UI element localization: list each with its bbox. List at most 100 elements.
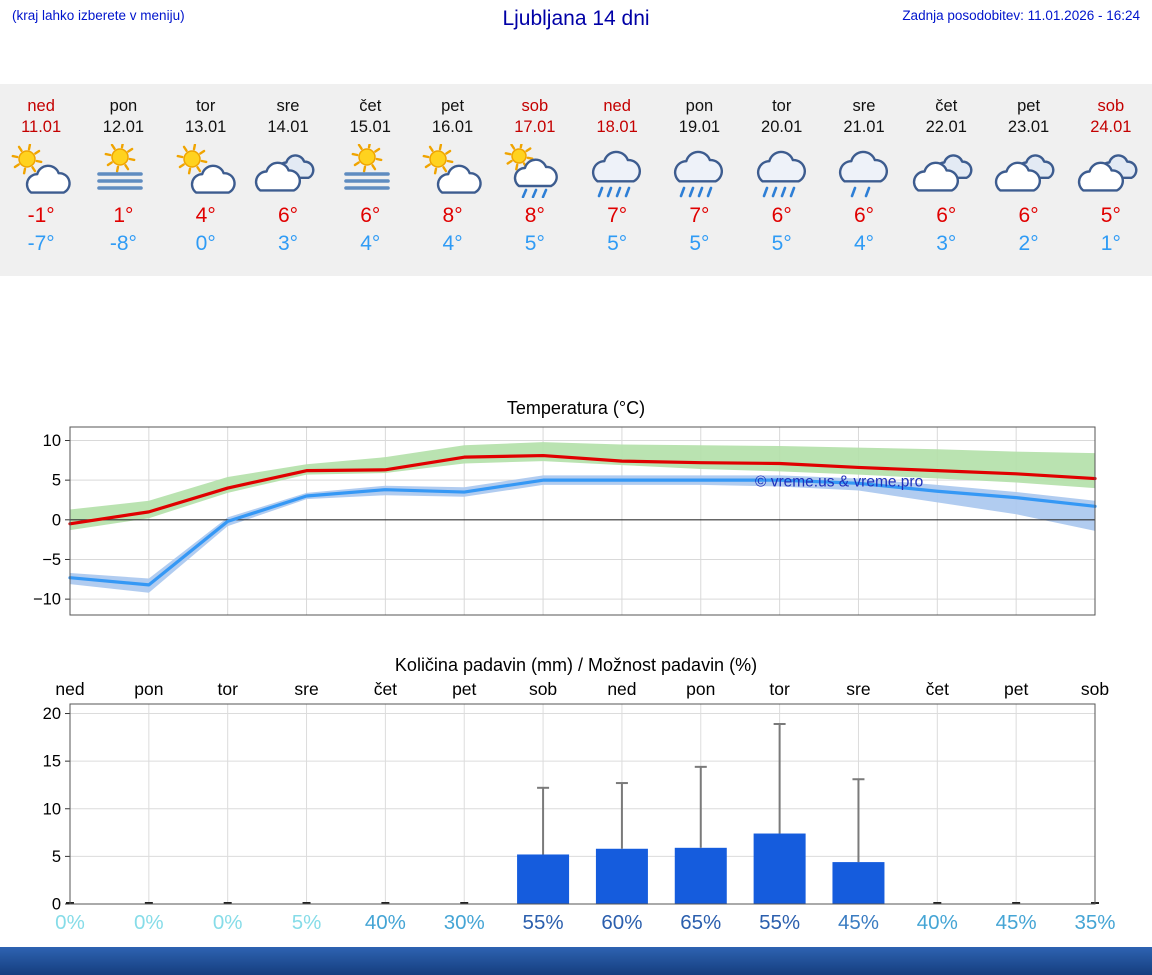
temp-max: 1°	[113, 204, 134, 227]
day-name: ned	[27, 97, 55, 115]
forecast-day-12.01[interactable]: pon 12.01 1° -8°	[82, 96, 164, 258]
precip-day-label: sob	[529, 679, 557, 699]
svg-text:15: 15	[43, 753, 61, 771]
svg-text:0: 0	[52, 511, 61, 529]
day-name: čet	[359, 97, 382, 115]
precip-probability: 45%	[996, 911, 1037, 934]
day-date: 18.01	[596, 118, 638, 136]
forecast-day-22.01[interactable]: čet 22.01 6° 3°	[905, 96, 987, 258]
menu-hint: (kraj lahko izberete v meniju)	[12, 8, 185, 23]
precip-bar	[595, 848, 648, 904]
temp-min: 3°	[277, 232, 299, 255]
precip-bar	[832, 862, 885, 904]
forecast-day-17.01[interactable]: sob 17.01 8° 5°	[494, 96, 576, 258]
footer-bar	[0, 947, 1152, 975]
precip-probability: 40%	[365, 911, 406, 934]
precip-probability: 40%	[917, 911, 958, 934]
day-name: sob	[1097, 97, 1125, 115]
precip-day-label: sob	[1081, 679, 1109, 699]
temp-max: 4°	[195, 204, 216, 227]
day-name: sre	[852, 97, 876, 115]
forecast-day-19.01[interactable]: pon 19.01 7° 5°	[658, 96, 740, 258]
light-rain-icon	[823, 144, 905, 198]
temp-min: 4°	[442, 232, 463, 255]
precip-day-label: pon	[134, 679, 163, 699]
precip-day-label: pon	[686, 679, 715, 699]
precip-probability: 60%	[601, 911, 642, 934]
last-update: Zadnja posodobitev: 11.01.2026 - 16:24	[902, 8, 1140, 23]
forecast-day-18.01[interactable]: ned 18.01 7° 5°	[576, 96, 658, 258]
temperature-chart-section: Temperatura (°C) −10 −5 0 5 10 © vreme.us & v…	[0, 398, 1152, 621]
svg-text:−10: −10	[33, 591, 61, 609]
forecast-day-15.01[interactable]: čet 15.01 6° 4°	[329, 96, 411, 258]
partly-sunny-icon	[165, 144, 247, 198]
precip-day-label: čet	[374, 679, 397, 699]
precip-bar	[753, 833, 806, 904]
day-name: pet	[441, 97, 465, 115]
precip-probability: 30%	[444, 911, 485, 934]
temp-min: 5°	[524, 232, 545, 255]
temperature-chart-title: Temperatura (°C)	[506, 398, 646, 418]
temp-max: 8°	[524, 204, 545, 227]
precip-probability: 55%	[523, 911, 564, 934]
precip-day-label: čet	[926, 679, 949, 699]
precip-day-label: ned	[55, 679, 84, 699]
svg-text:5: 5	[52, 848, 61, 866]
forecast-day-11.01[interactable]: ned 11.01 -1° -7°	[0, 96, 82, 258]
day-name: tor	[772, 97, 792, 115]
precip-probability: 5%	[292, 911, 322, 934]
day-date: 24.01	[1090, 118, 1132, 136]
temp-max: -1°	[27, 204, 55, 227]
forecast-day-16.01[interactable]: pet 16.01 8° 4°	[411, 96, 493, 258]
partly-sunny-icon	[0, 144, 82, 198]
day-date: 17.01	[514, 118, 556, 136]
forecast-day-13.01[interactable]: tor 13.01 4° 0°	[165, 96, 247, 258]
cloudy-icon	[247, 144, 329, 198]
precipitation-chart: ned pon tor sre čet pet sob ned pon tor sre čet pet s…	[43, 679, 1116, 934]
day-name: pet	[1017, 97, 1041, 115]
day-date: 12.01	[102, 118, 145, 136]
sun-fog-icon	[329, 144, 411, 198]
svg-text:20: 20	[43, 705, 61, 723]
watermark[interactable]: © vreme.us & vreme.pro	[755, 473, 923, 490]
precip-day-label: tor	[769, 679, 790, 699]
temp-max: 7°	[689, 204, 710, 227]
cloudy-icon	[905, 144, 987, 198]
temperature-chart: −10 −5 0 5 10 © vreme.us & vreme.pro	[33, 426, 1097, 616]
temp-min: 5°	[607, 232, 628, 255]
day-date: 22.01	[925, 118, 967, 136]
precip-day-label: tor	[217, 679, 238, 699]
day-date: 13.01	[185, 118, 227, 136]
temp-min: 4°	[853, 232, 875, 255]
day-date: 20.01	[761, 118, 803, 136]
forecast-day-21.01[interactable]: sre 21.01 6° 4°	[823, 96, 905, 258]
temp-min: -7°	[27, 232, 55, 255]
day-name: pon	[685, 97, 714, 115]
forecast-day-23.01[interactable]: pet 23.01 6° 2°	[987, 96, 1069, 258]
temp-max: 6°	[936, 204, 957, 227]
day-date: 16.01	[431, 118, 474, 136]
sun-rain-icon	[494, 144, 576, 198]
precip-probability: 55%	[759, 911, 800, 934]
precip-probability: 65%	[680, 911, 721, 934]
forecast-day-24.01[interactable]: sob 24.01 5° 1°	[1070, 96, 1152, 258]
page-title: Ljubljana 14 dni	[502, 7, 650, 30]
forecast-strip: ned 11.01 -1° -7° pon 12.01 1° -8° tor 13.01 4° 0° s…	[0, 84, 1152, 276]
precip-probability: 45%	[838, 911, 879, 934]
precip-bar	[674, 847, 727, 904]
temp-min: 5°	[689, 232, 710, 255]
day-name: pon	[109, 97, 138, 115]
day-date: 23.01	[1007, 118, 1050, 136]
forecast-day-14.01[interactable]: sre 14.01 6° 3°	[247, 96, 329, 258]
precipitation-chart-section: Količina padavin (mm) / Možnost padavin …	[0, 655, 1152, 934]
top-header: (kraj lahko izberete v meniju) Ljubljana…	[0, 0, 1152, 30]
day-date: 14.01	[267, 118, 309, 136]
day-name: ned	[603, 97, 631, 115]
day-date: 19.01	[678, 118, 721, 136]
temp-max: 6°	[853, 204, 875, 227]
svg-text:10: 10	[43, 432, 61, 450]
temp-max: 7°	[607, 204, 628, 227]
svg-text:0: 0	[52, 896, 61, 914]
svg-text:−5: −5	[42, 551, 61, 569]
forecast-day-20.01[interactable]: tor 20.01 6° 5°	[741, 96, 823, 258]
